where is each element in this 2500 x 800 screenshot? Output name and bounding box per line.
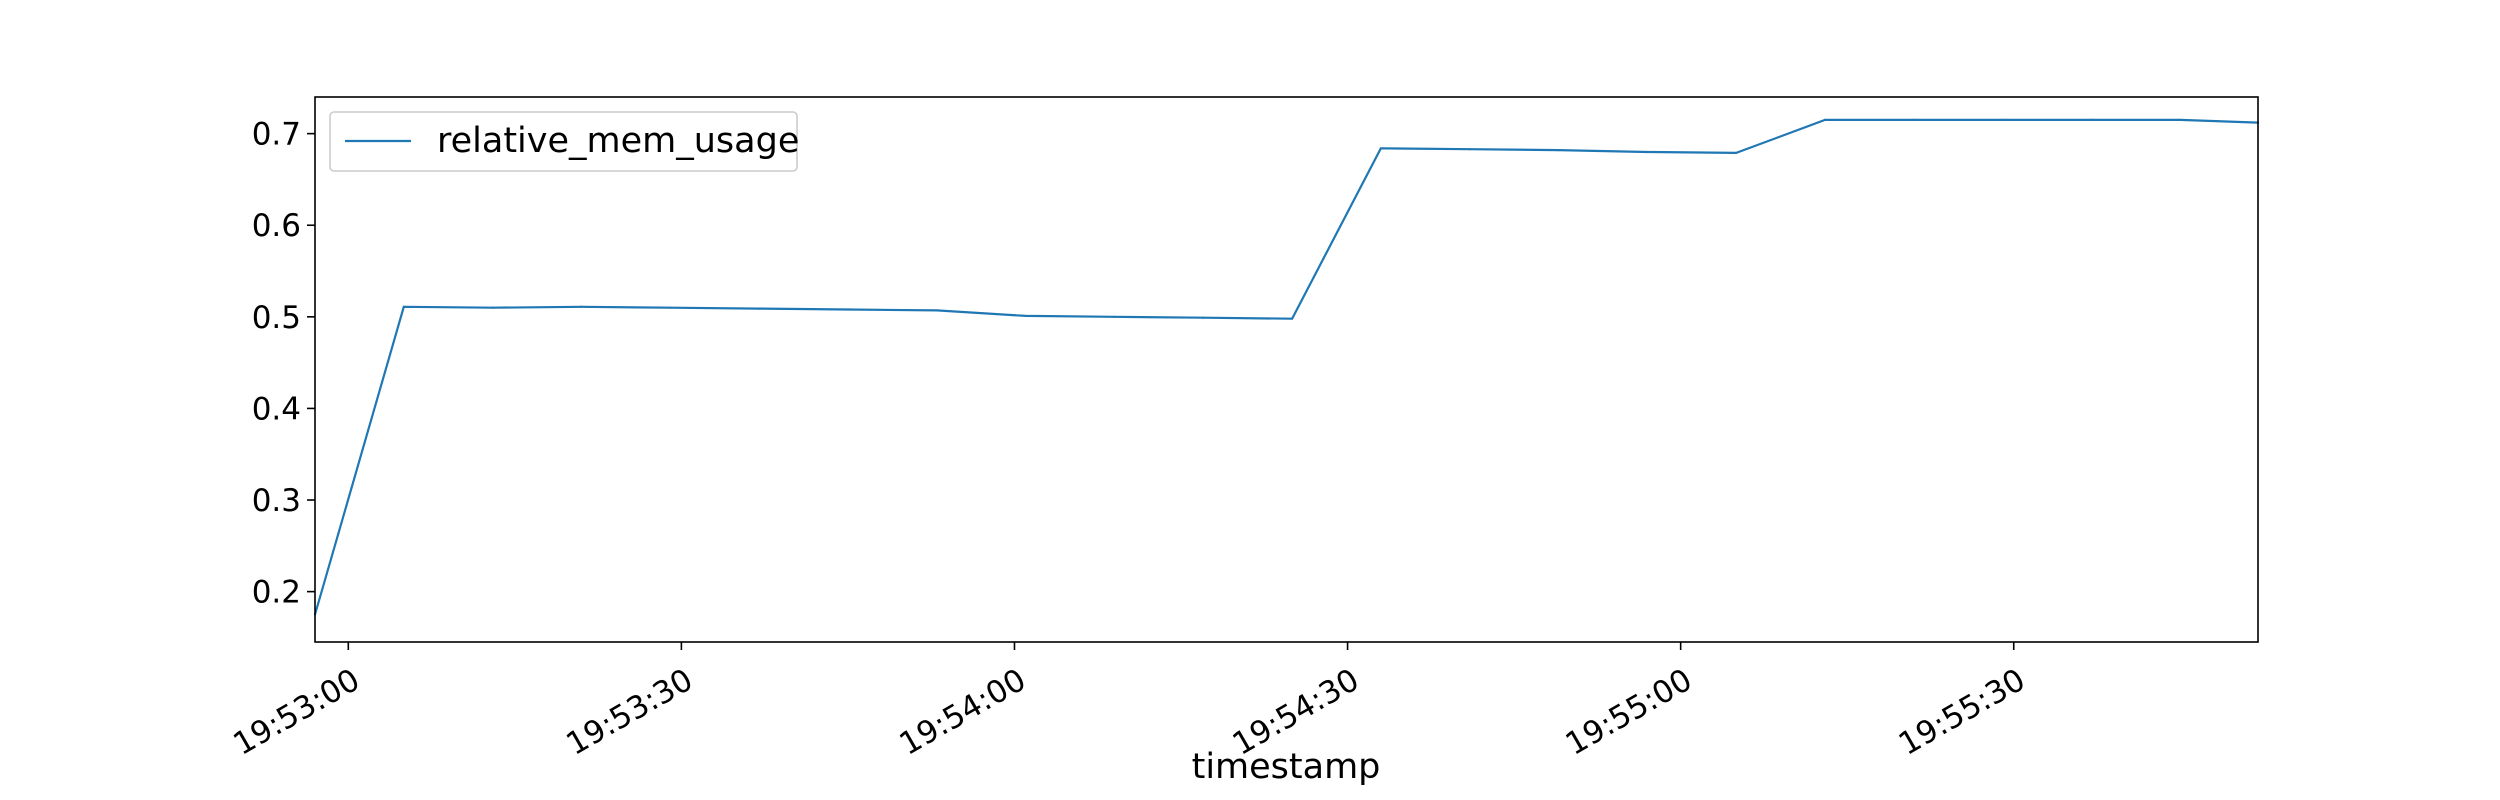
x-axis-title: timestamp <box>1192 747 1381 787</box>
y-tick-label: 0.6 <box>252 208 301 244</box>
data-point <box>1379 147 1382 150</box>
data-point <box>1646 150 1649 154</box>
data-point <box>935 309 938 312</box>
legend-box <box>329 111 798 172</box>
data-point <box>1290 317 1294 320</box>
data-point <box>1823 118 1827 121</box>
data-point <box>1912 118 1915 121</box>
data-point <box>1024 314 1027 318</box>
data-point <box>2179 118 2182 121</box>
data-point <box>2001 118 2004 121</box>
legend-label: relative_mem_usage <box>437 121 799 161</box>
y-axis: 0.2 0.3 0.4 0.5 0.6 0.7 <box>252 117 315 611</box>
data-point <box>758 307 761 310</box>
data-point <box>1202 316 1205 319</box>
y-tick-label: 0.2 <box>252 575 301 611</box>
legend: relative_mem_usage <box>329 111 799 172</box>
y-tick-label: 0.7 <box>252 117 301 153</box>
data-point <box>491 306 494 309</box>
data-point <box>669 306 672 309</box>
data-point <box>846 308 850 311</box>
data-point <box>2090 118 2093 121</box>
y-tick-label: 0.3 <box>252 483 301 519</box>
data-point <box>1557 149 1560 152</box>
data-point <box>1113 315 1116 318</box>
data-point <box>580 305 583 308</box>
data-point <box>1468 148 1471 151</box>
y-tick-label: 0.4 <box>252 391 301 427</box>
data-point <box>1735 151 1738 154</box>
data-point <box>402 305 405 308</box>
plot-frame <box>314 96 2259 643</box>
y-tick-label: 0.5 <box>252 300 301 336</box>
